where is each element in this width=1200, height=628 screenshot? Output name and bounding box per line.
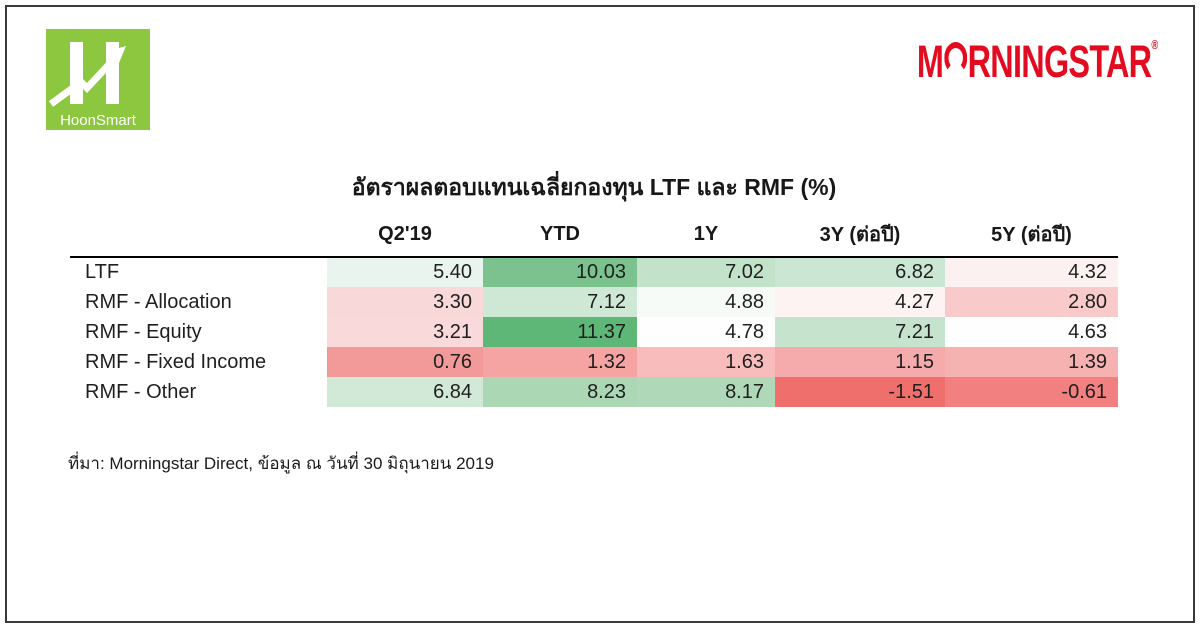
- morningstar-wordmark-suffix: RNINGSTAR: [967, 36, 1152, 87]
- registered-trademark-symbol: ®: [1151, 37, 1158, 52]
- value-cell: 4.27: [775, 287, 945, 317]
- value-cell: 8.23: [483, 377, 637, 407]
- row-label: RMF - Other: [70, 377, 327, 407]
- source-note: ที่มา: Morningstar Direct, ข้อมูล ณ วันท…: [68, 454, 494, 473]
- column-header: 3Y (ต่อปี): [775, 216, 945, 258]
- column-header: Q2'19: [327, 216, 483, 258]
- table-row: RMF - Other 6.84 8.23 8.17 -1.51 -0.61: [70, 377, 1118, 407]
- row-label: RMF - Equity: [70, 317, 327, 347]
- morningstar-wordmark-prefix: M: [916, 36, 944, 87]
- hoonsmart-h-arrow-icon: HoonSmart: [46, 29, 150, 130]
- value-cell: 4.88: [637, 287, 775, 317]
- hoonsmart-logo: HoonSmart: [46, 29, 150, 130]
- hoonsmart-wordmark: HoonSmart: [60, 112, 137, 129]
- value-cell: -0.61: [945, 377, 1118, 407]
- value-cell: 8.17: [637, 377, 775, 407]
- value-cell: 7.21: [775, 317, 945, 347]
- value-cell: 0.76: [327, 347, 483, 377]
- table-header-row: Q2'19 YTD 1Y 3Y (ต่อปี) 5Y (ต่อปี): [70, 216, 1118, 258]
- table-row: RMF - Fixed Income 0.76 1.32 1.63 1.15 1.39: [70, 347, 1118, 377]
- value-cell: 1.39: [945, 347, 1118, 377]
- morningstar-logo: M RNINGSTAR ®: [916, 36, 1158, 87]
- column-header: 1Y: [637, 216, 775, 258]
- returns-table-section: อัตราผลตอบแทนเฉลี่ยกองทุน LTF และ RMF (%…: [70, 170, 1118, 407]
- value-cell: 1.15: [775, 347, 945, 377]
- value-cell: 6.84: [327, 377, 483, 407]
- returns-heatmap-table: Q2'19 YTD 1Y 3Y (ต่อปี) 5Y (ต่อปี) LTF 5.40 10…: [70, 216, 1118, 407]
- column-header: YTD: [483, 216, 637, 258]
- row-label: RMF - Fixed Income: [70, 347, 327, 377]
- value-cell: 4.32: [945, 257, 1118, 287]
- value-cell: 5.40: [327, 257, 483, 287]
- morningstar-open-o-icon: [943, 42, 967, 74]
- row-label: LTF: [70, 257, 327, 287]
- value-cell: 4.78: [637, 317, 775, 347]
- value-cell: -1.51: [775, 377, 945, 407]
- value-cell: 3.30: [327, 287, 483, 317]
- value-cell: 10.03: [483, 257, 637, 287]
- value-cell: 7.12: [483, 287, 637, 317]
- table-title: อัตราผลตอบแทนเฉลี่ยกองทุน LTF และ RMF (%…: [351, 174, 837, 200]
- table-row: RMF - Allocation 3.30 7.12 4.88 4.27 2.80: [70, 287, 1118, 317]
- table-row: RMF - Equity 3.21 11.37 4.78 7.21 4.63: [70, 317, 1118, 347]
- value-cell: 3.21: [327, 317, 483, 347]
- column-header: 5Y (ต่อปี): [945, 216, 1118, 258]
- value-cell: 2.80: [945, 287, 1118, 317]
- row-label-column-header: [70, 216, 327, 258]
- table-row: LTF 5.40 10.03 7.02 6.82 4.32: [70, 257, 1118, 287]
- value-cell: 4.63: [945, 317, 1118, 347]
- value-cell: 6.82: [775, 257, 945, 287]
- value-cell: 7.02: [637, 257, 775, 287]
- row-label: RMF - Allocation: [70, 287, 327, 317]
- value-cell: 1.63: [637, 347, 775, 377]
- value-cell: 1.32: [483, 347, 637, 377]
- value-cell: 11.37: [483, 317, 637, 347]
